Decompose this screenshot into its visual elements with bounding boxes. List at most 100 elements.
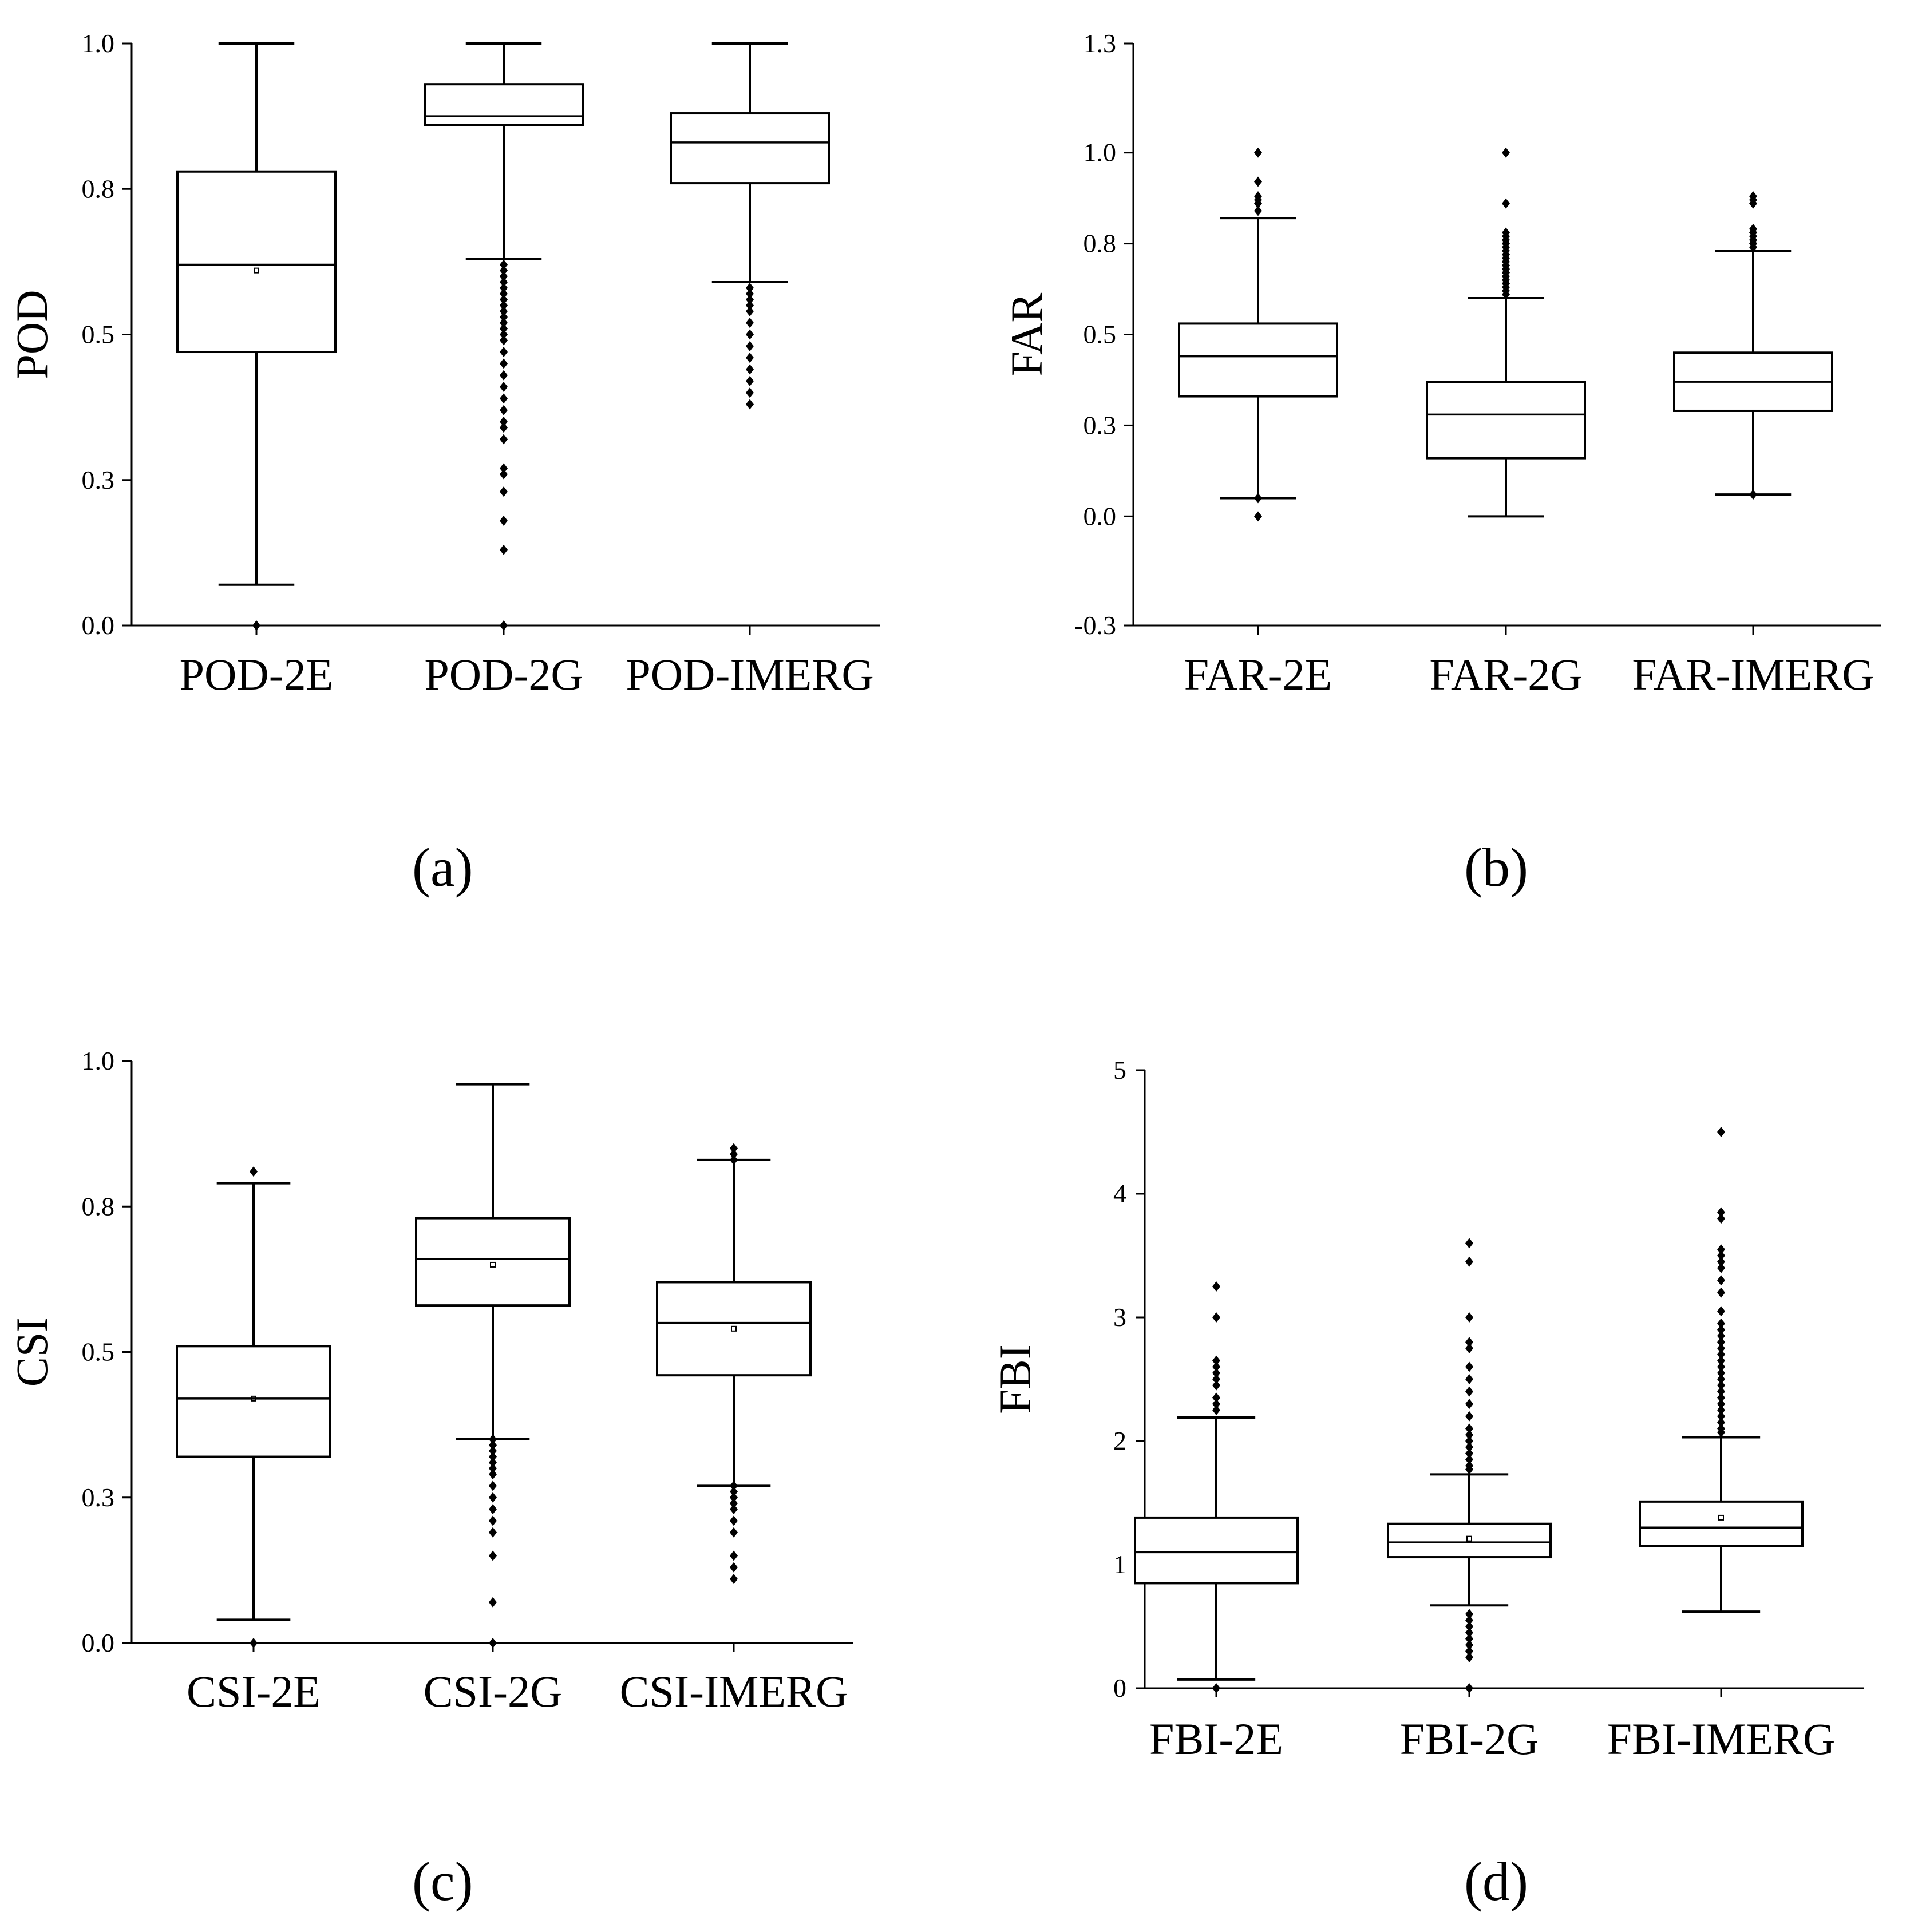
outlier-point xyxy=(500,463,508,474)
outlier-point xyxy=(500,486,508,497)
panel-caption-a: (a) xyxy=(412,837,473,898)
outlier-point xyxy=(1212,1281,1220,1292)
box-FAR-IMERG xyxy=(1673,191,1833,500)
panel-caption-c: (c) xyxy=(412,1851,473,1912)
y-tick-label: 0.8 xyxy=(82,1191,115,1221)
y-tick-label: 1.0 xyxy=(82,1046,115,1075)
outlier-point xyxy=(730,1562,738,1573)
y-axis-title: FBI xyxy=(990,1344,1040,1414)
outlier-point xyxy=(1717,1343,1725,1353)
outlier-point xyxy=(1465,1640,1473,1650)
mean-marker xyxy=(254,267,259,274)
y-tick-label: 0 xyxy=(1113,1673,1126,1703)
x-tick-label: POD-2E xyxy=(180,650,334,699)
outlier-point xyxy=(1717,1256,1725,1267)
outlier-point xyxy=(1465,1633,1473,1644)
outlier-point xyxy=(1717,1355,1725,1366)
y-tick-label: 4 xyxy=(1113,1179,1126,1208)
outlier-point xyxy=(746,387,754,398)
outlier-point xyxy=(500,515,508,526)
outlier-point xyxy=(746,364,754,375)
outlier-point xyxy=(1717,1331,1725,1341)
outlier-point xyxy=(730,1492,738,1503)
outlier-point xyxy=(730,1527,738,1538)
y-tick-label: 0.8 xyxy=(1083,229,1117,258)
outlier-point xyxy=(1749,198,1757,209)
y-tick-label: 0.3 xyxy=(82,465,115,494)
iqr-box xyxy=(670,112,830,185)
outlier-point xyxy=(1717,1306,1725,1317)
outlier-point xyxy=(1717,1207,1725,1218)
outlier-point xyxy=(1717,1318,1725,1329)
outlier-point xyxy=(746,306,754,316)
outlier-point xyxy=(1717,1287,1725,1298)
outlier-point xyxy=(1254,205,1262,216)
outlier-point xyxy=(252,620,260,631)
outlier-point xyxy=(730,1149,738,1159)
outlier-point xyxy=(500,276,508,287)
outlier-point xyxy=(1254,176,1262,187)
outlier-point xyxy=(1717,1275,1725,1286)
box-CSI-IMERG xyxy=(656,1143,812,1585)
outlier-point xyxy=(730,1550,738,1561)
outlier-point xyxy=(500,306,508,316)
outlier-point xyxy=(500,417,508,427)
outlier-point xyxy=(746,341,754,351)
mean-marker xyxy=(1466,1535,1472,1542)
y-tick-label: 0.5 xyxy=(1083,320,1117,349)
outlier-point xyxy=(500,329,508,340)
y-tick-label: 1.0 xyxy=(1083,138,1117,167)
y-tick-label: 2 xyxy=(1113,1426,1126,1455)
outlier-point xyxy=(1717,1250,1725,1261)
outlier-point xyxy=(1212,1683,1220,1693)
outlier-point xyxy=(1212,1380,1220,1391)
outlier-point xyxy=(1254,493,1262,504)
outlier-point xyxy=(1212,1392,1220,1403)
y-tick-label: -0.3 xyxy=(1074,611,1116,640)
outlier-point xyxy=(1717,1411,1725,1422)
y-axis-title: POD xyxy=(7,290,57,379)
outlier-point xyxy=(500,393,508,404)
outlier-point xyxy=(489,1463,497,1474)
outlier-point xyxy=(730,1154,738,1165)
outlier-point xyxy=(1717,1392,1725,1403)
outlier-point xyxy=(1212,1368,1220,1379)
outlier-point xyxy=(489,1469,497,1480)
outlier-point xyxy=(250,1638,258,1648)
outlier-point xyxy=(1465,1343,1473,1353)
outlier-point xyxy=(1717,1380,1725,1391)
outlier-point xyxy=(489,1515,497,1526)
outlier-point xyxy=(1717,1386,1725,1397)
box-POD-2G xyxy=(424,42,584,631)
panel-caption-d: (d) xyxy=(1464,1851,1528,1912)
outlier-point xyxy=(1717,1213,1725,1224)
y-tick-label: 1.0 xyxy=(82,29,115,58)
x-tick-label: FBI-2G xyxy=(1400,1714,1539,1764)
y-axis-title: CSI xyxy=(7,1317,57,1387)
box-CSI-2E xyxy=(176,1166,331,1648)
y-tick-label: 1.3 xyxy=(1083,29,1117,58)
iqr-box xyxy=(1426,381,1586,460)
outlier-point xyxy=(1465,1386,1473,1397)
outlier-point xyxy=(489,1550,497,1561)
x-tick-label: CSI-2G xyxy=(424,1666,563,1716)
y-tick-label: 1 xyxy=(1113,1550,1126,1579)
box-FBI-IMERG xyxy=(1639,1127,1804,1613)
outlier-point xyxy=(1465,1430,1473,1440)
outlier-point xyxy=(489,1446,497,1456)
chart-panel-1: 0.0 0.3 0.5 0.8 1.0 POD POD-2E POD-2G POD-IMERG xyxy=(7,29,880,699)
outlier-point xyxy=(730,1515,738,1526)
outlier-point xyxy=(500,318,508,328)
outlier-point xyxy=(1717,1361,1725,1372)
outlier-point xyxy=(1465,1652,1473,1662)
outlier-point xyxy=(1465,1361,1473,1372)
outlier-point xyxy=(500,434,508,445)
mean-marker xyxy=(731,1325,737,1332)
outlier-point xyxy=(500,311,508,322)
y-tick-label: 0.5 xyxy=(82,320,115,349)
outlier-point xyxy=(1465,1454,1473,1465)
outlier-point xyxy=(1465,1448,1473,1459)
outlier-point xyxy=(1749,242,1757,252)
outlier-point xyxy=(1465,1646,1473,1657)
